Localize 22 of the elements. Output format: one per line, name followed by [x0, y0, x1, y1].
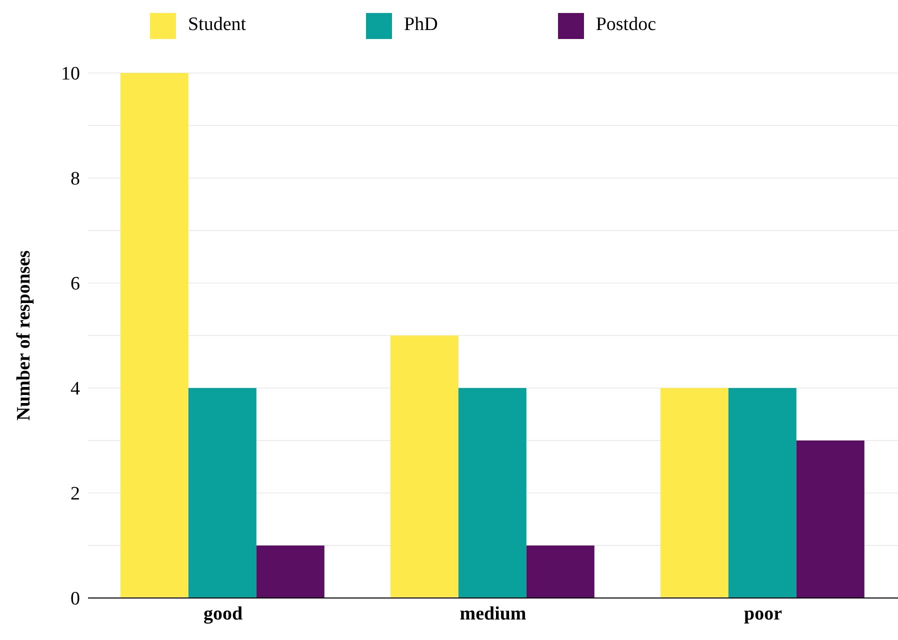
legend-label: Student [188, 14, 246, 35]
x-tick-label: good [203, 603, 243, 624]
bar [188, 388, 256, 598]
y-tick-label: 4 [70, 378, 80, 400]
bar [390, 336, 458, 598]
y-tick-label: 6 [70, 274, 80, 295]
x-tick-label: medium [460, 603, 526, 624]
y-tick-label: 0 [70, 588, 80, 610]
y-tick-label: 10 [61, 64, 80, 85]
legend-label: Postdoc [596, 14, 656, 35]
y-tick-label: 2 [70, 484, 80, 505]
bar [796, 440, 864, 598]
bar [458, 388, 526, 598]
y-tick-label: 8 [70, 168, 80, 190]
y-axis-title: Number of responses [14, 250, 35, 421]
bar [660, 388, 728, 598]
bar [526, 546, 594, 598]
bar [256, 546, 324, 598]
bar [120, 73, 188, 598]
x-tick-label: poor [744, 603, 783, 624]
legend-label: PhD [404, 14, 438, 35]
bar [728, 388, 796, 598]
